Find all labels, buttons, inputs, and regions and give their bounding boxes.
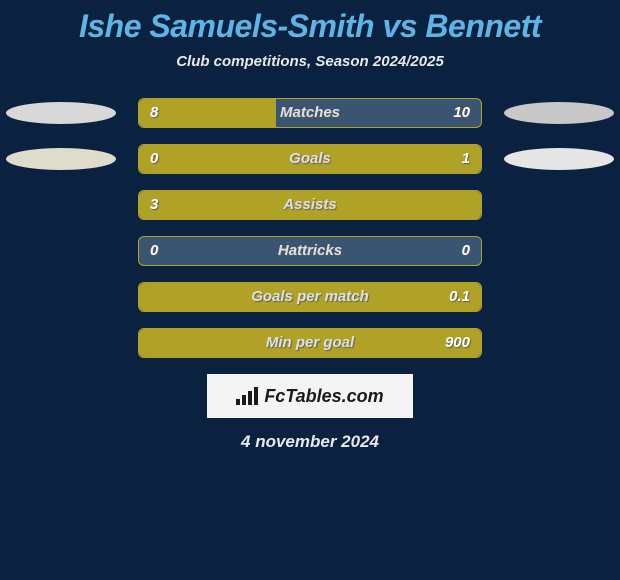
- source-badge: FcTables.com: [207, 374, 413, 418]
- stat-label: Goals: [138, 144, 482, 174]
- comparison-infographic: Ishe Samuels-Smith vs Bennett Club compe…: [0, 0, 620, 580]
- value-left: 3: [150, 190, 158, 220]
- value-left: 8: [150, 98, 158, 128]
- player-ellipse-left: [6, 148, 116, 170]
- value-left: 0: [150, 236, 158, 266]
- stat-label: Min per goal: [138, 328, 482, 358]
- stat-label: Goals per match: [138, 282, 482, 312]
- value-right: 1: [462, 144, 470, 174]
- player-ellipse-left: [6, 102, 116, 124]
- stat-label: Matches: [138, 98, 482, 128]
- value-right: 0.1: [449, 282, 470, 312]
- stat-row: Min per goal900: [0, 328, 620, 358]
- date: 4 november 2024: [0, 432, 620, 452]
- stat-row: Matches8 10: [0, 98, 620, 128]
- player-ellipse-right: [504, 148, 614, 170]
- value-right: 0: [462, 236, 470, 266]
- chart-area: Matches810Goals01Assists3Hattricks00Goal…: [0, 98, 620, 358]
- bars-icon: [236, 387, 258, 405]
- stat-label: Assists: [138, 190, 482, 220]
- badge-text: FcTables.com: [264, 386, 383, 407]
- stat-row: Hattricks0 0: [0, 236, 620, 266]
- subtitle: Club competitions, Season 2024/2025: [0, 53, 620, 70]
- value-right: 900: [445, 328, 470, 358]
- value-left: 0: [150, 144, 158, 174]
- stat-row: Goals0 1: [0, 144, 620, 174]
- stat-label: Hattricks: [138, 236, 482, 266]
- stat-row: Assists3: [0, 190, 620, 220]
- stat-row: Goals per match0.1: [0, 282, 620, 312]
- player-ellipse-right: [504, 102, 614, 124]
- value-right: 10: [453, 98, 470, 128]
- page-title: Ishe Samuels-Smith vs Bennett: [0, 8, 620, 45]
